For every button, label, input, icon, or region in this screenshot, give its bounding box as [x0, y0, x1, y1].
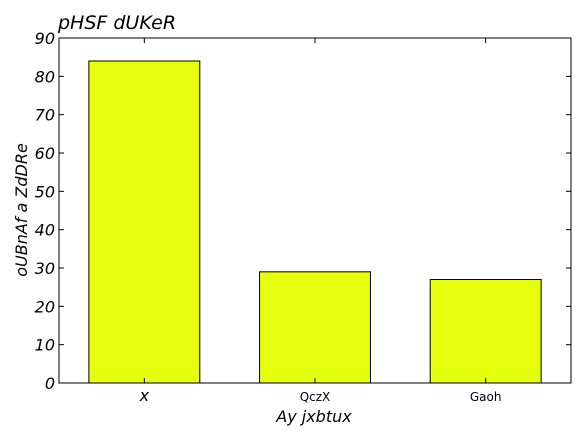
- y-tick-label: 20: [35, 297, 55, 316]
- y-tick-label: 0: [45, 374, 55, 393]
- x-tick-label: x: [139, 386, 150, 405]
- x-tick-label: Gaoh: [470, 390, 502, 404]
- y-tick-label: 70: [35, 106, 55, 125]
- x-axis-label: Ay jxbtux: [275, 407, 352, 426]
- x-tick-label: QczX: [300, 390, 331, 404]
- chart-title: pHSF dUKeR: [57, 12, 176, 34]
- bars-layer: [88, 60, 542, 384]
- y-ticks: 0 10 20 30 40 50 60 70 80 90: [35, 29, 571, 393]
- bar-qczx: [259, 271, 371, 384]
- plot-frame: [58, 37, 572, 384]
- y-tick-label: 90: [35, 29, 55, 48]
- y-axis-label: oUBnAf a ZdDRe: [12, 143, 31, 277]
- y-tick-label: 10: [35, 336, 55, 355]
- y-tick-label: 50: [35, 182, 55, 201]
- bar-x: [88, 60, 201, 384]
- y-tick-label: 80: [35, 67, 55, 86]
- bar-gaoh: [429, 279, 542, 384]
- y-tick-label: 30: [35, 259, 55, 278]
- y-tick-label: 60: [35, 144, 55, 163]
- x-ticks: x QczX Gaoh: [139, 38, 502, 405]
- y-tick-label: 40: [35, 221, 55, 240]
